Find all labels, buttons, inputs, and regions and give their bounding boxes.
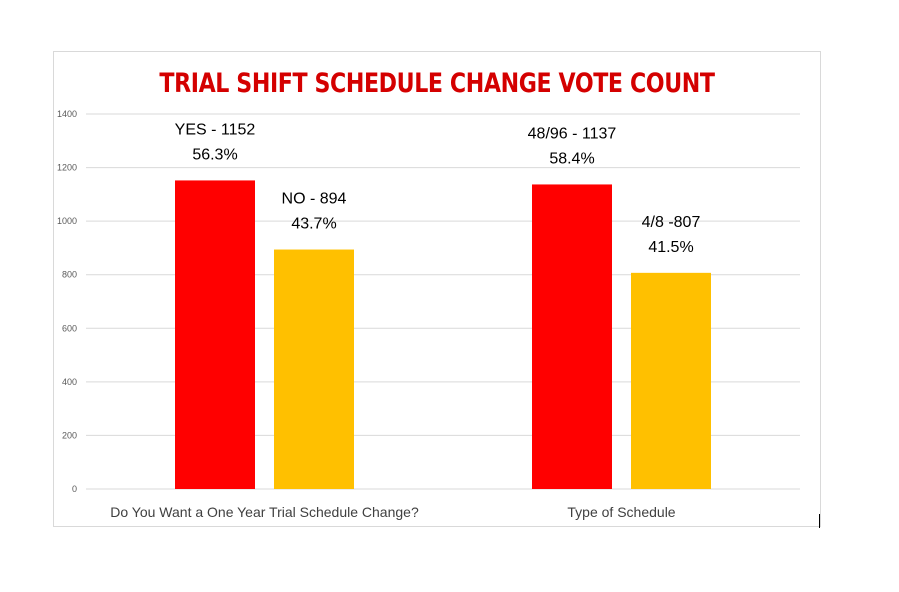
y-tick-label: 1000 [57,216,77,226]
y-tick-label: 800 [62,270,77,280]
y-tick-label: 0 [72,484,77,494]
bar [631,272,711,489]
category-label: Type of Schedule [567,504,675,520]
bar [532,184,612,490]
bar-label-count: 48/96 - 1137 [528,125,617,142]
y-tick-label: 600 [62,323,77,333]
data-labels: YES - 1152 56.3% NO - 894 43.7% 48/96 - 1137… [175,121,701,255]
y-tick-label: 1400 [57,109,77,119]
bar-label-count: YES - 1152 [175,121,256,138]
category-labels: Do You Want a One Year Trial Schedule Ch… [110,504,676,520]
chart-frame [53,51,821,527]
chart-title: TRIAL SHIFT SCHEDULE CHANGE VOTE COUNT [159,68,715,99]
y-axis-ticks: 0 200 400 600 800 1000 1200 1400 [57,109,77,494]
bar [274,249,354,489]
y-tick-label: 1200 [57,163,77,173]
bar [175,180,255,489]
bars [175,180,711,490]
bar-label-percent: 43.7% [291,216,336,233]
y-tick-label: 200 [62,430,77,440]
bar-label-percent: 56.3% [192,146,237,163]
bar-label-percent: 41.5% [648,239,693,256]
edge-mark [819,514,820,528]
y-tick-label: 400 [62,377,77,387]
bar-label-percent: 58.4% [549,150,594,167]
bar-label-count: 4/8 -807 [642,214,701,231]
bar-label-count: NO - 894 [282,191,347,208]
category-label: Do You Want a One Year Trial Schedule Ch… [110,504,419,520]
